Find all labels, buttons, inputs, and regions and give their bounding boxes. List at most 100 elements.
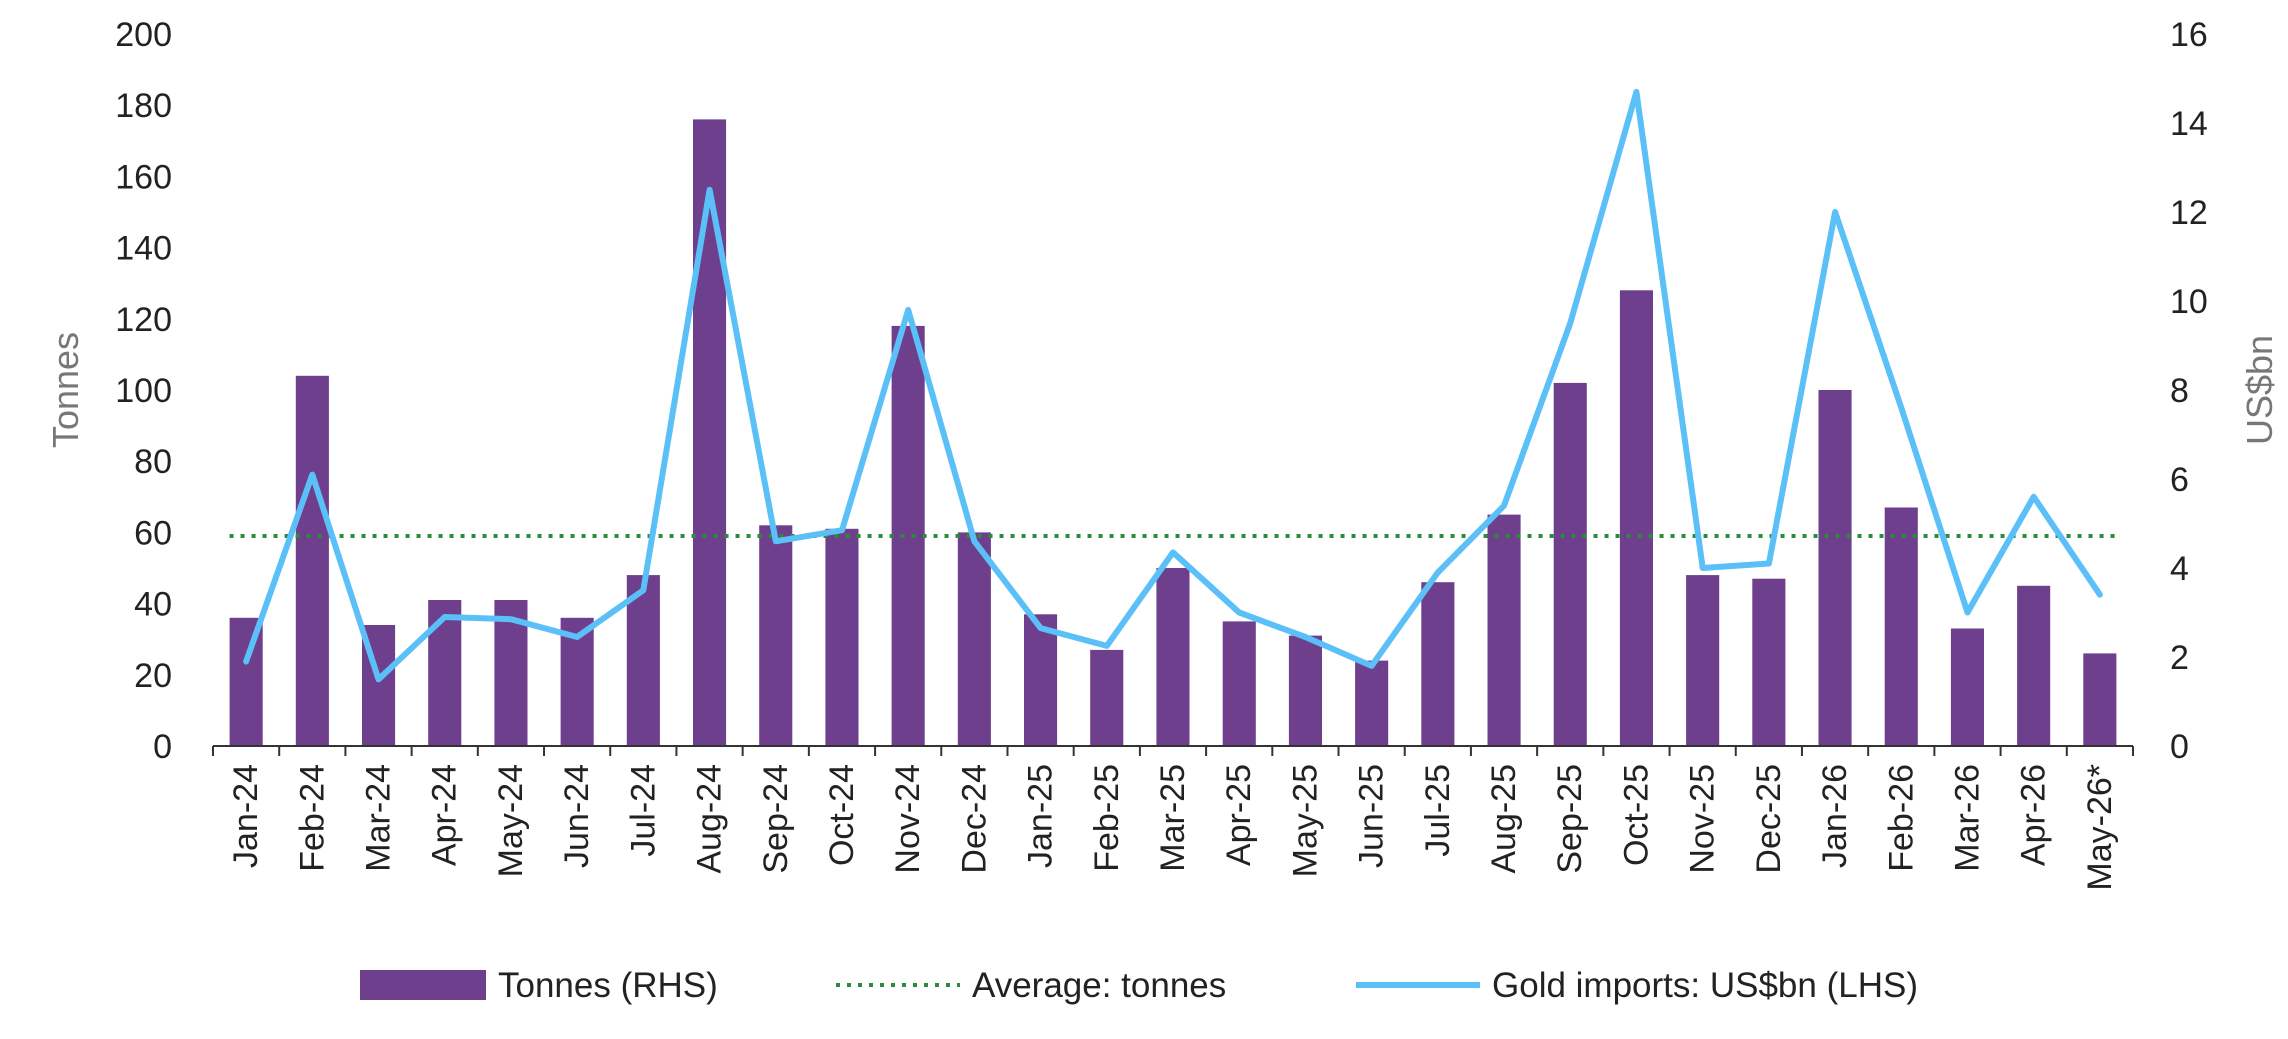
left-tick-label: 40 (134, 586, 172, 624)
imports-point-Aug-25 (1503, 505, 1505, 507)
x-tick-label: May-24 (492, 764, 530, 877)
imports-point-Oct-24 (841, 529, 843, 531)
x-tick-label: Jul-25 (1419, 764, 1457, 857)
right-tick-label: 2 (2170, 639, 2189, 677)
right-tick-label: 4 (2170, 550, 2189, 588)
bars-layer (229, 119, 2117, 746)
imports-point-Dec-25 (1768, 563, 1770, 564)
imports-point-Nov-24 (907, 309, 909, 311)
imports-point-Apr-24 (444, 616, 446, 618)
right-tick-label: 12 (2170, 194, 2208, 232)
imports-point-Feb-25 (1106, 645, 1108, 647)
left-tick-label: 160 (115, 158, 172, 196)
x-tick-label: Aug-24 (691, 764, 729, 874)
bar-Nov-24 (891, 325, 925, 746)
imports-point-Mar-24 (378, 678, 379, 680)
x-tick-label: Jun-24 (558, 764, 596, 868)
imports-point-Sep-25 (1569, 322, 1571, 324)
imports-point-Jul-25 (1437, 572, 1439, 573)
x-tick-label: Jan-26 (1816, 764, 1854, 868)
left-axis-title: Tonnes (45, 332, 86, 448)
imports-point-Oct-25 (1635, 91, 1637, 93)
right-tick-label: 10 (2170, 283, 2208, 321)
imports-point-Jan-24 (245, 661, 247, 662)
x-tick-label: Jan-25 (1022, 764, 1060, 868)
left-tick-label: 100 (115, 372, 172, 410)
legend-swatch-tonnes (360, 970, 486, 1000)
x-tick-label: Feb-25 (1088, 764, 1126, 872)
x-tick-label: Aug-25 (1485, 764, 1523, 874)
legend: Tonnes (RHS) Average: tonnes Gold imports:… (360, 966, 1918, 1005)
bar-Jun-25 (1355, 660, 1389, 746)
bar-Aug-25 (1487, 514, 1521, 746)
left-tick-label: 60 (134, 514, 172, 552)
bar-Oct-24 (825, 528, 859, 746)
x-tick-label: Dec-24 (955, 764, 993, 874)
x-tick-label: Mar-24 (360, 764, 398, 872)
bar-Sep-24 (759, 525, 793, 746)
imports-point-May-25 (1304, 636, 1306, 638)
imports-point-Nov-25 (1702, 567, 1704, 569)
bar-Jan-26 (1818, 390, 1852, 746)
bar-Feb-24 (295, 375, 329, 746)
bar-Apr-24 (428, 600, 462, 746)
imports-point-Jul-24 (642, 589, 644, 591)
imports-point-Feb-26 (1900, 407, 1902, 409)
bar-Apr-26 (2017, 585, 2051, 746)
imports-point-Jun-25 (1371, 665, 1373, 667)
imports-line-layer (243, 88, 2103, 683)
x-tick-label: Sep-25 (1551, 764, 1589, 874)
right-tick-label: 14 (2170, 105, 2208, 143)
bar-Mar-26 (1950, 628, 1984, 746)
imports-point-Sep-24 (775, 540, 777, 542)
bar-Nov-25 (1686, 575, 1720, 746)
legend-label-imports: Gold imports: US$bn (LHS) (1492, 966, 1918, 1005)
bar-Oct-25 (1619, 290, 1653, 746)
bar-Dec-24 (957, 532, 991, 746)
imports-point-Apr-25 (1238, 612, 1240, 613)
bar-Jul-24 (626, 575, 660, 746)
x-tick-label: Apr-25 (1220, 764, 1258, 866)
x-tick-label: Jan-24 (227, 764, 265, 868)
bar-Jul-25 (1421, 582, 1455, 746)
bar-Sep-25 (1553, 382, 1587, 746)
imports-point-Jun-24 (576, 636, 578, 638)
x-tick-label: Sep-24 (757, 764, 795, 874)
bar-Feb-25 (1090, 649, 1124, 746)
x-tick-label: Feb-26 (1882, 764, 1920, 872)
bar-Mar-25 (1156, 568, 1190, 746)
imports-point-Aug-24 (709, 189, 711, 191)
x-tick-label: Nov-24 (889, 764, 927, 874)
imports-point-May-26* (2099, 594, 2101, 596)
bar-Apr-25 (1222, 621, 1256, 746)
right-tick-label: 16 (2170, 16, 2208, 54)
x-tick-label: Oct-24 (823, 764, 861, 866)
left-tick-label: 80 (134, 443, 172, 481)
legend-label-tonnes: Tonnes (RHS) (498, 966, 718, 1005)
x-tick-label: Mar-26 (1948, 764, 1986, 872)
x-tick-label: Dec-25 (1750, 764, 1788, 874)
imports-point-Jan-26 (1834, 211, 1836, 213)
axes-layer: Jan-24 Feb-24 Mar-24 Apr-24 May-24 Jun-24 Jul-… (45, 16, 2280, 891)
x-tick-label: Oct-25 (1617, 764, 1655, 866)
right-tick-label: 0 (2170, 728, 2189, 766)
left-tick-label: 180 (115, 87, 172, 125)
right-tick-label: 8 (2170, 372, 2189, 410)
left-tick-label: 140 (115, 230, 172, 268)
imports-point-Mar-26 (1967, 612, 1968, 613)
left-tick-label: 120 (115, 301, 172, 339)
imports-point-Jan-25 (1040, 627, 1042, 629)
imports-point-Dec-24 (973, 540, 975, 542)
bar-May-25 (1288, 635, 1322, 746)
x-tick-label: Mar-25 (1154, 764, 1192, 872)
x-tick-label: Nov-25 (1684, 764, 1722, 874)
left-tick-label: 200 (115, 16, 172, 54)
x-tick-label: Jun-25 (1353, 764, 1391, 868)
bar-Feb-26 (1884, 507, 1918, 746)
bar-Dec-25 (1752, 578, 1786, 746)
x-tick-label: May-26* (2081, 764, 2119, 891)
x-tick-label: Feb-24 (293, 764, 331, 872)
bar-Jan-25 (1024, 614, 1058, 746)
